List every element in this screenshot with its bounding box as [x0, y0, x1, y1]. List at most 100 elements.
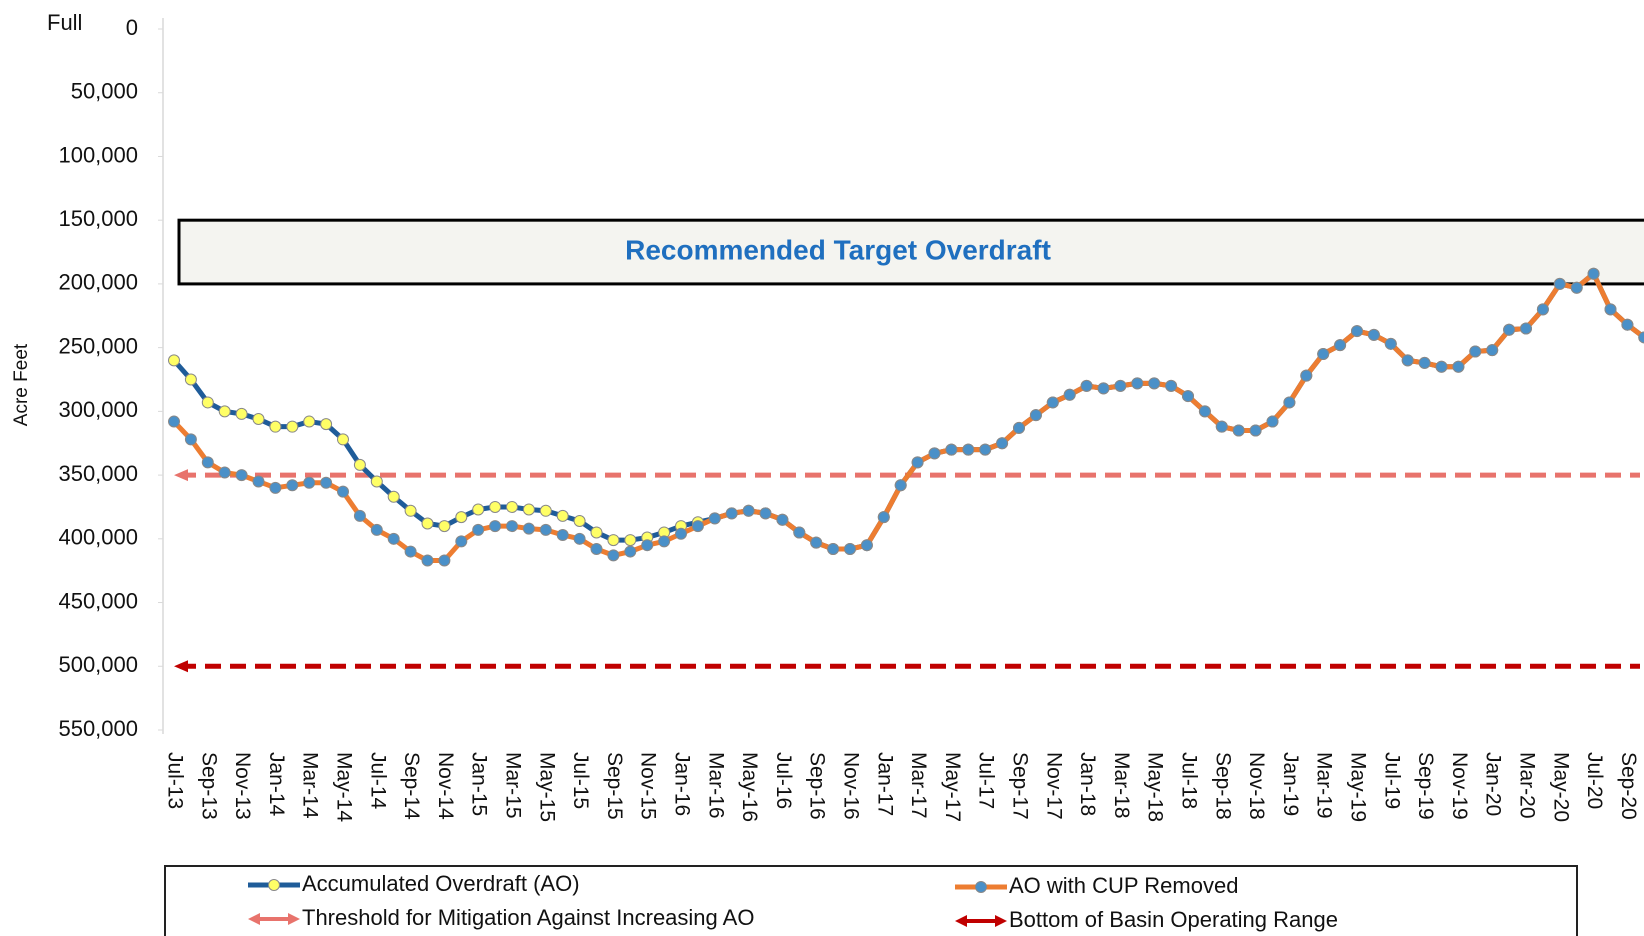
data-point [810, 536, 823, 549]
x-tick-label: Nov-14 [434, 752, 457, 820]
data-point [1401, 354, 1414, 367]
x-tick-label: Mar-14 [299, 752, 322, 819]
data-point [489, 500, 502, 513]
data-point [168, 354, 180, 367]
y-axis-label: Acre Feet [11, 343, 32, 426]
data-point [286, 479, 299, 492]
data-point [725, 507, 738, 520]
data-point [506, 520, 518, 533]
data-point [1621, 318, 1634, 331]
data-point [1334, 339, 1347, 352]
legend-arrow [288, 913, 300, 925]
data-point [556, 509, 569, 522]
data-point [404, 504, 417, 517]
x-tick-label: Mar-19 [1313, 752, 1336, 819]
top-label: Full [47, 10, 82, 35]
y-tick-label: 300,000 [58, 397, 138, 422]
data-point [877, 511, 890, 524]
data-point [1367, 328, 1380, 341]
data-point [438, 554, 451, 567]
data-point [370, 523, 383, 536]
x-tick-label: Nov-15 [637, 752, 660, 820]
data-point [353, 509, 366, 522]
data-point [1503, 323, 1516, 336]
legend-arrow [248, 913, 260, 925]
data-point [168, 415, 180, 428]
data-point [337, 485, 349, 498]
data-point [708, 512, 721, 525]
data-point [1266, 415, 1279, 428]
x-tick-label: May-14 [332, 752, 355, 822]
data-point [252, 413, 265, 426]
data-point [353, 458, 366, 471]
data-point [269, 481, 282, 494]
x-tick-label: Jul-15 [569, 752, 592, 809]
data-point [438, 520, 451, 533]
x-tick-label: Jul-20 [1583, 752, 1606, 809]
legend-label: Bottom of Basin Operating Range [1009, 907, 1338, 932]
x-tick-label: Nov-18 [1245, 752, 1268, 820]
data-point [522, 522, 535, 535]
data-point [184, 433, 197, 446]
x-tick-label: Sep-18 [1211, 752, 1234, 820]
reference-arrow [174, 660, 188, 673]
data-point [184, 373, 197, 386]
data-point [303, 415, 316, 428]
y-tick-label: 100,000 [58, 142, 138, 167]
x-tick-label: May-20 [1549, 752, 1572, 822]
legend-arrow [955, 915, 967, 927]
data-point [928, 447, 941, 460]
data-point [286, 420, 299, 433]
data-point [404, 545, 417, 558]
data-point [1520, 322, 1532, 335]
legend-arrow [995, 915, 1007, 927]
data-point [590, 543, 603, 556]
data-point [1165, 379, 1178, 392]
data-point [1097, 382, 1110, 395]
x-tick-label: Jul-16 [772, 752, 795, 809]
data-point [691, 520, 704, 533]
x-tick-label: Jan-14 [265, 752, 288, 817]
data-point [218, 466, 231, 479]
x-tick-label: Jan-20 [1482, 752, 1505, 816]
data-point [1486, 344, 1499, 357]
data-point [759, 507, 772, 520]
data-point [1604, 303, 1617, 316]
x-tick-label: Sep-20 [1617, 752, 1640, 820]
x-tick-label: May-18 [1144, 752, 1167, 822]
data-point [573, 532, 586, 545]
data-point [387, 490, 400, 503]
data-point [201, 456, 214, 469]
data-point [742, 504, 755, 517]
legend-label: Accumulated Overdraft (AO) [302, 871, 580, 896]
legend-box [164, 865, 1578, 936]
data-point [1249, 424, 1262, 437]
data-point [1148, 377, 1161, 390]
data-point [979, 443, 992, 456]
x-tick-label: Jan-18 [1076, 752, 1099, 816]
data-point [590, 526, 603, 539]
data-point [235, 469, 248, 482]
data-point [1452, 360, 1465, 373]
x-tick-label: Jan-17 [873, 752, 896, 816]
data-point [472, 523, 485, 536]
y-tick-label: 450,000 [58, 588, 138, 613]
data-point [641, 539, 654, 552]
x-tick-label: Sep-17 [1008, 752, 1031, 820]
x-tick-label: Jan-16 [670, 752, 693, 816]
data-point [911, 456, 924, 469]
data-point [387, 532, 400, 545]
band-label: Recommended Target Overdraft [625, 234, 1051, 265]
data-point [455, 535, 468, 548]
legend-label: Threshold for Mitigation Against Increas… [302, 905, 754, 930]
data-point [945, 443, 958, 456]
reference-arrow [174, 469, 188, 482]
data-point [1232, 424, 1245, 437]
data-point [1317, 348, 1330, 361]
x-tick-label: Jan-19 [1279, 752, 1302, 816]
data-point [1638, 331, 1644, 344]
series-line [172, 271, 1644, 563]
x-tick-label: Jul-18 [1177, 752, 1200, 809]
x-tick-label: Sep-16 [806, 752, 829, 820]
data-point [1435, 360, 1448, 373]
